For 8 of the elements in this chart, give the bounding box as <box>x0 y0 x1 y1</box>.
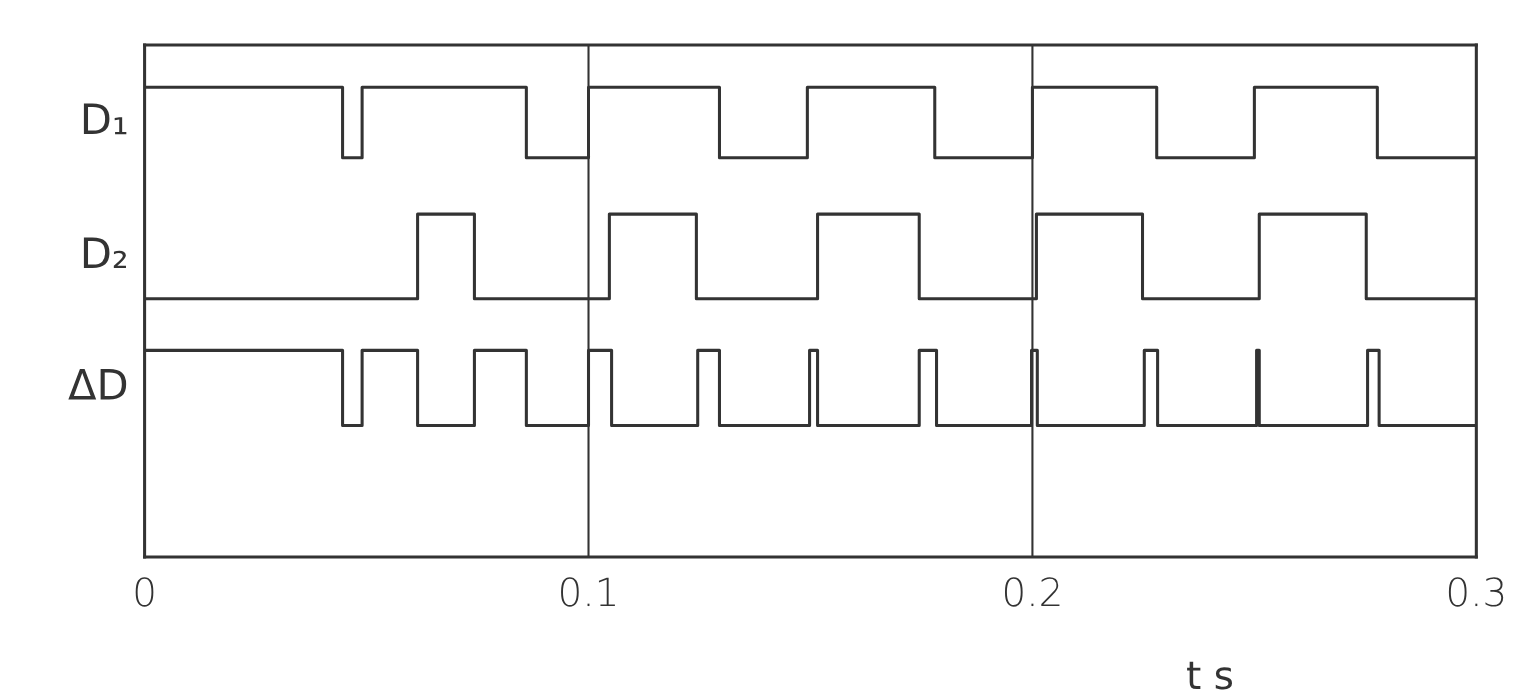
series-label: ΔD <box>68 369 127 400</box>
x-tick-label: 0.2 <box>1004 577 1060 607</box>
x-tick-label: 0.3 <box>1448 577 1504 607</box>
x-tick-label: 0.1 <box>561 577 615 607</box>
x-tick-label: 0 <box>135 577 154 607</box>
series-label: D₁ <box>83 103 127 135</box>
x-axis-title: t s <box>1187 661 1233 690</box>
series-label: D₂ <box>83 237 126 269</box>
